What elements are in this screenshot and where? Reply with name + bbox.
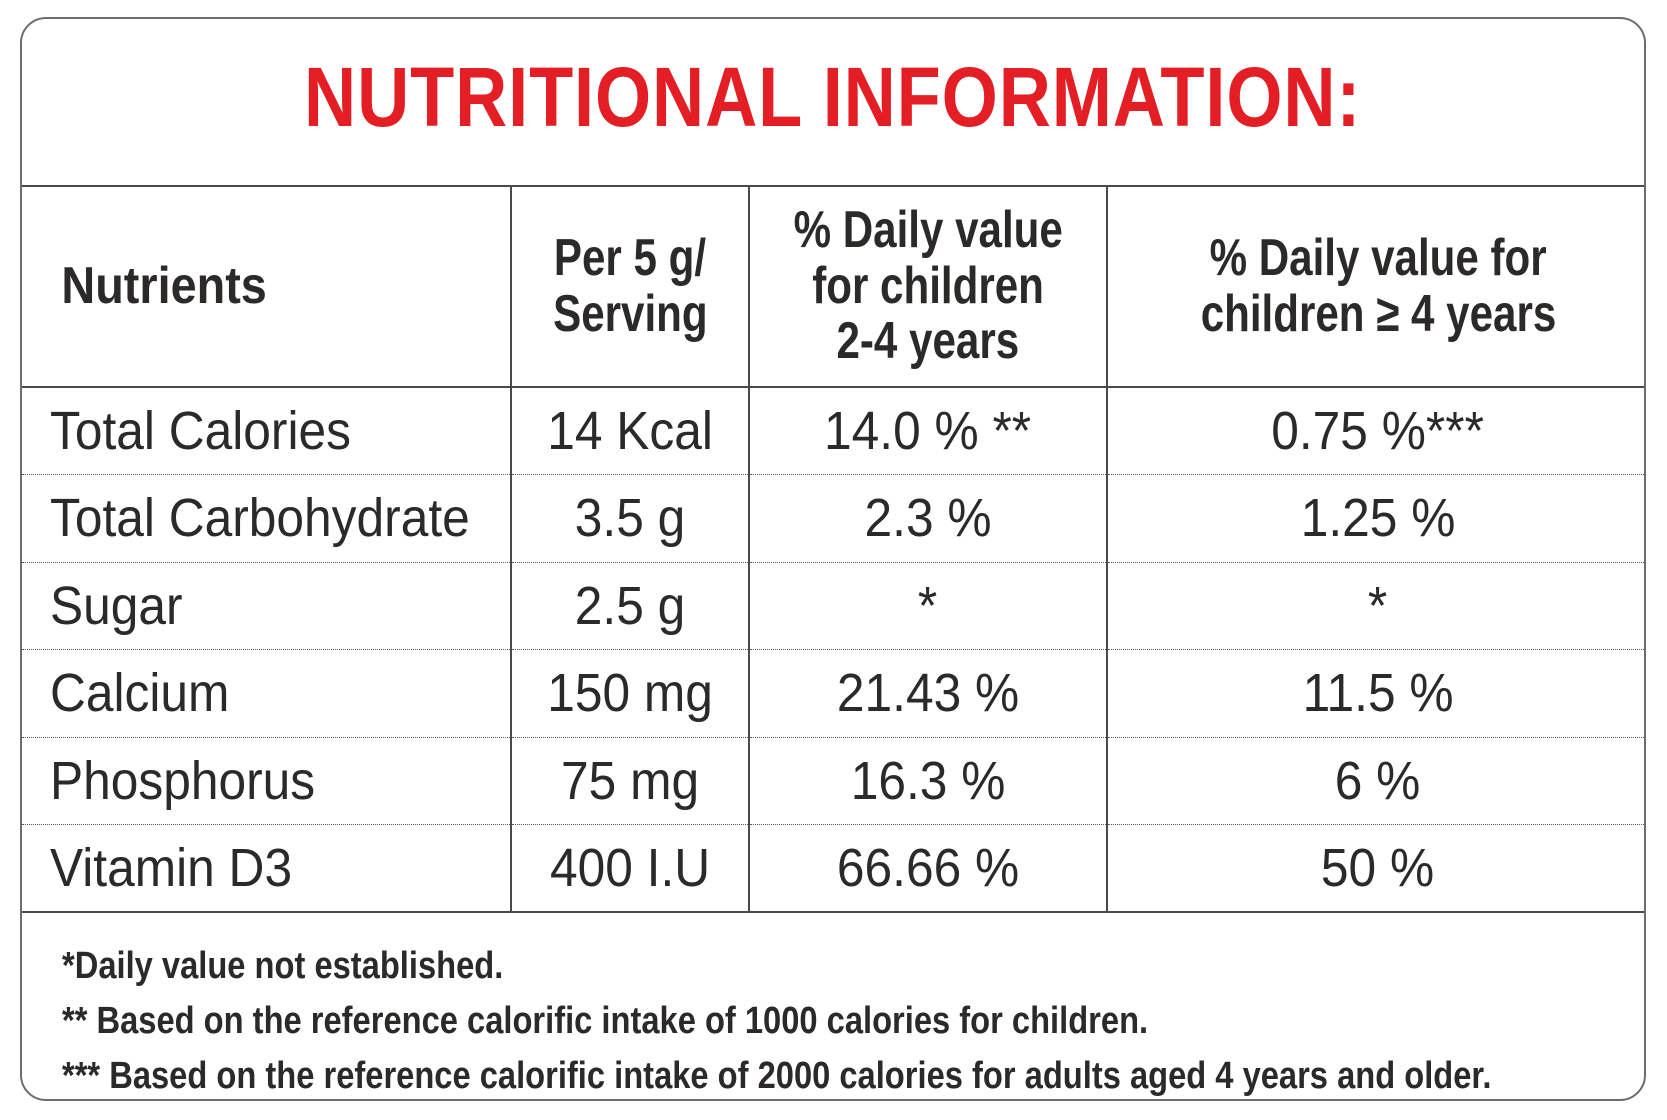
header-per-serving-line-2: Serving: [552, 284, 708, 343]
table-row: Vitamin D3 400 I.U 66.66 % 50 %: [22, 824, 1644, 913]
header-dv-2-4-line-3: 2-4 years: [836, 312, 1020, 371]
header-dv-4-plus: % Daily value for children ≥ 4 years: [1106, 185, 1644, 388]
dv-2-4-cell: 2.3 %: [748, 474, 1107, 563]
per-serving-cell: 3.5 g: [510, 474, 749, 563]
nutrient-cell: Total Carbohydrate: [22, 474, 511, 563]
header-dv-2-4: % Daily value for children 2-4 years: [748, 185, 1107, 388]
dv-2-4-cell: 21.43 %: [748, 649, 1107, 738]
header-nutrients: Nutrients: [22, 185, 511, 388]
per-serving-cell: 14 Kcal: [510, 387, 749, 475]
table-header-row: Nutrients Per 5 g/ Serving % Daily value…: [22, 185, 1644, 388]
footnote-children-intake: ** Based on the reference calorific inta…: [62, 1000, 1149, 1042]
table-row: Phosphorus 75 mg 16.3 % 6 %: [22, 737, 1644, 825]
nutrition-table: Nutrients Per 5 g/ Serving % Daily value…: [22, 185, 1644, 913]
header-per-serving: Per 5 g/ Serving: [510, 185, 749, 388]
dv-2-4-cell: 66.66 %: [748, 824, 1107, 913]
page-title: NUTRITIONAL INFORMATION:: [304, 49, 1362, 144]
header-per-serving-line-1: Per 5 g/: [553, 228, 707, 287]
table-row: Sugar 2.5 g * *: [22, 562, 1644, 650]
nutrition-panel: NUTRITIONAL INFORMATION: Nutrients Per 5…: [20, 17, 1646, 1101]
table-row: Total Carbohydrate 3.5 g 2.3 % 1.25 %: [22, 474, 1644, 563]
per-serving-cell: 400 I.U: [510, 824, 749, 913]
footnote-adult-intake: *** Based on the reference calorific int…: [62, 1055, 1492, 1097]
dv-4-plus-cell: 0.75 %***: [1106, 387, 1644, 475]
dv-4-plus-cell: 11.5 %: [1106, 649, 1644, 738]
dv-2-4-cell: *: [748, 562, 1107, 650]
table-row: Total Calories 14 Kcal 14.0 % ** 0.75 %*…: [22, 387, 1644, 475]
footnote-not-established: *Daily value not established.: [62, 945, 504, 987]
nutrient-cell: Phosphorus: [22, 737, 511, 825]
per-serving-cell: 150 mg: [510, 649, 749, 738]
nutrient-cell: Calcium: [22, 649, 511, 738]
per-serving-cell: 75 mg: [510, 737, 749, 825]
nutrient-cell: Sugar: [22, 562, 511, 650]
header-dv-2-4-line-2: for children: [812, 256, 1044, 315]
dv-4-plus-cell: *: [1106, 562, 1644, 650]
header-dv-4-plus-line-1: % Daily value for: [1209, 228, 1547, 287]
footnotes: *Daily value not established. ** Based o…: [62, 939, 1622, 1099]
dv-4-plus-cell: 1.25 %: [1106, 474, 1644, 563]
title-area: NUTRITIONAL INFORMATION:: [22, 19, 1644, 185]
nutrient-cell: Vitamin D3: [22, 824, 511, 913]
per-serving-cell: 2.5 g: [510, 562, 749, 650]
nutrient-cell: Total Calories: [22, 387, 511, 475]
dv-2-4-cell: 14.0 % **: [748, 387, 1107, 475]
dv-4-plus-cell: 6 %: [1106, 737, 1644, 825]
table-row: Calcium 150 mg 21.43 % 11.5 %: [22, 649, 1644, 738]
dv-4-plus-cell: 50 %: [1106, 824, 1644, 913]
header-dv-4-plus-line-2: children ≥ 4 years: [1200, 284, 1556, 343]
header-dv-2-4-line-1: % Daily value: [793, 201, 1063, 260]
dv-2-4-cell: 16.3 %: [748, 737, 1107, 825]
